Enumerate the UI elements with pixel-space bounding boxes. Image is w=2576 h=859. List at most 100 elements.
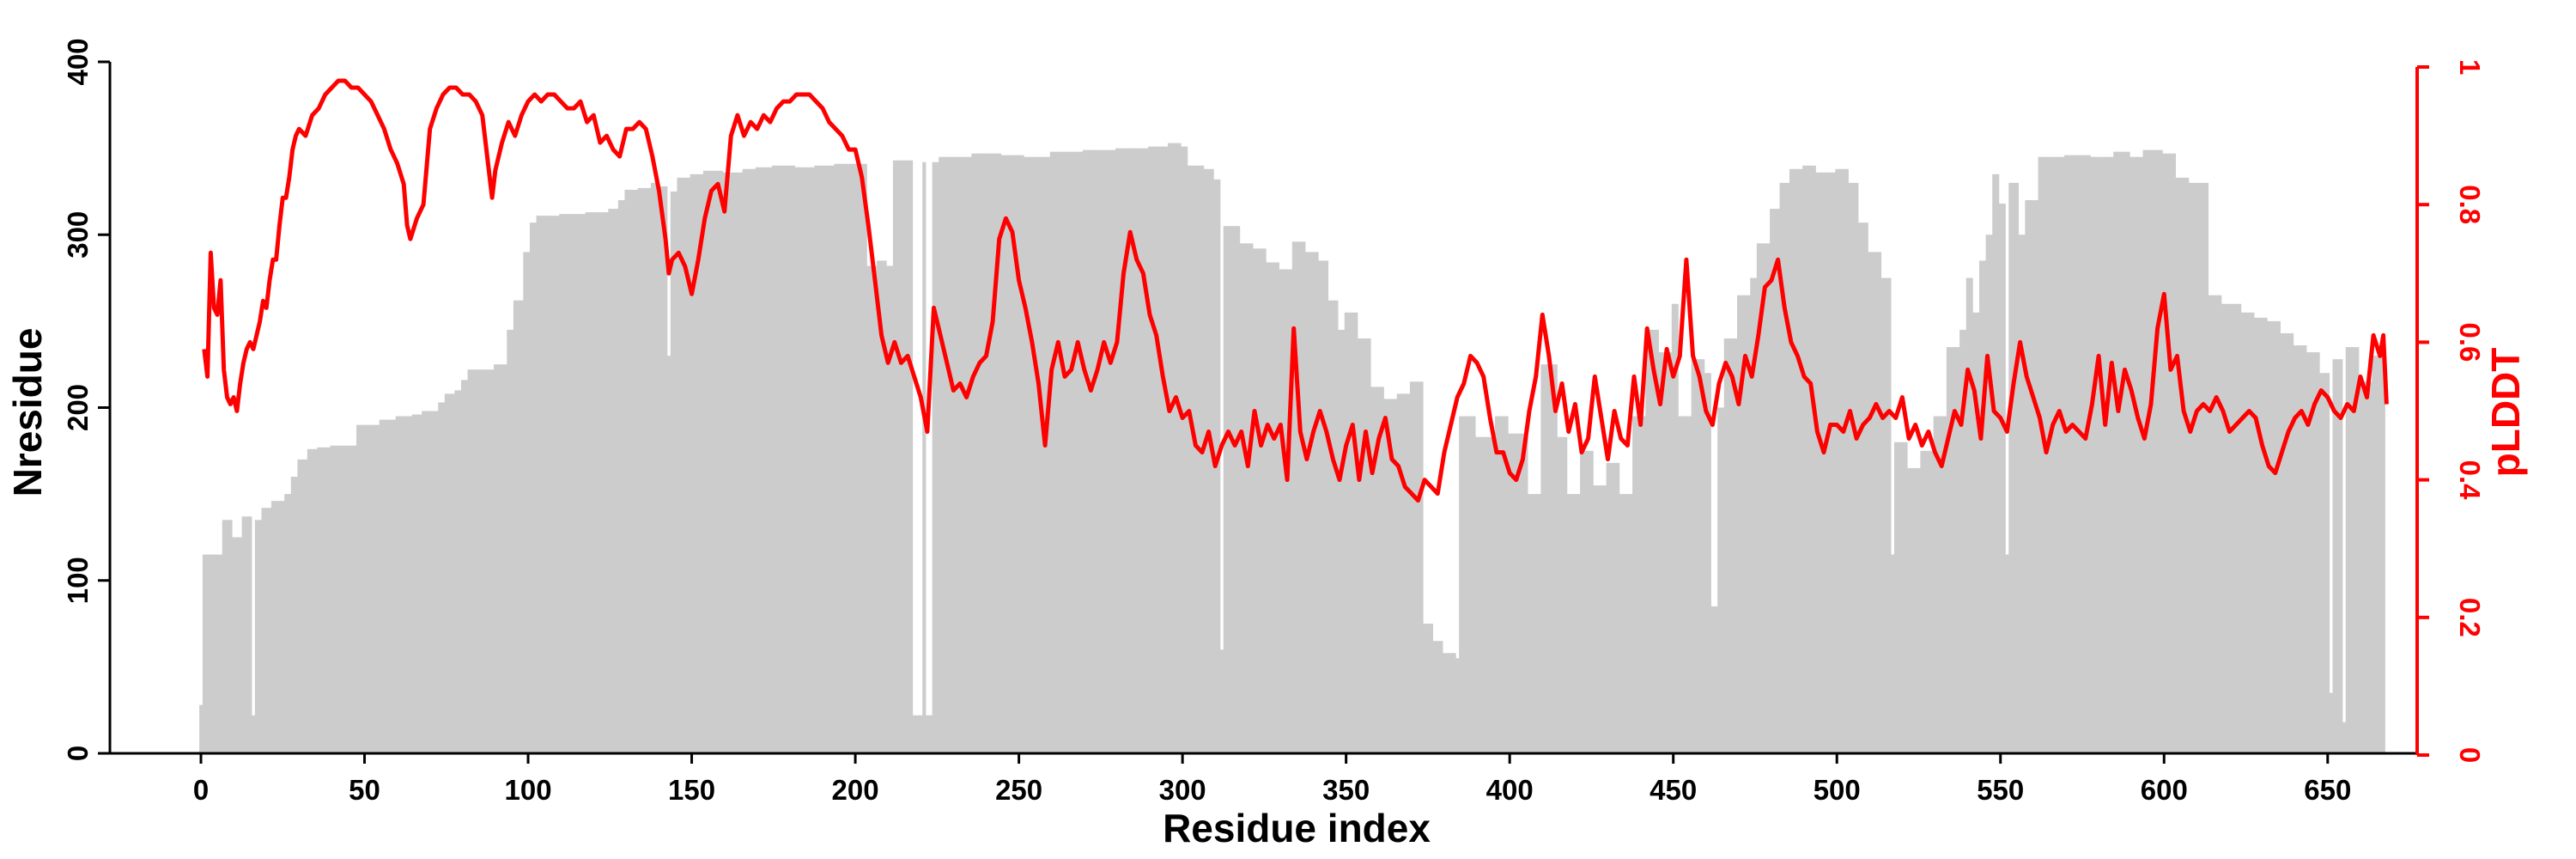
bar: [1040, 156, 1044, 753]
bar: [2133, 156, 2137, 753]
bar: [202, 554, 207, 753]
bar: [1530, 494, 1535, 754]
bar: [559, 214, 563, 754]
bar: [1253, 248, 1257, 754]
bar: [1694, 359, 1698, 753]
bar: [932, 161, 936, 754]
bar: [1472, 416, 1476, 753]
bar: [323, 447, 328, 753]
bar: [270, 501, 276, 753]
bar: [1154, 146, 1158, 754]
bar: [1340, 329, 1346, 753]
bar: [1049, 151, 1054, 753]
bar: [2070, 155, 2075, 754]
bar: [480, 369, 484, 753]
bar: [981, 153, 985, 753]
bar: [434, 411, 439, 753]
bar: [592, 212, 596, 754]
bar: [1891, 554, 1895, 753]
bar: [1275, 262, 1279, 753]
bar: [657, 186, 661, 753]
bar: [837, 163, 841, 754]
bar: [2365, 381, 2369, 753]
bar: [268, 508, 272, 753]
bar: [516, 300, 520, 754]
bar: [398, 416, 403, 753]
bar: [1102, 149, 1106, 753]
bar: [1475, 436, 1479, 753]
bar: [994, 153, 999, 753]
bar: [1020, 155, 1024, 754]
bar: [1452, 653, 1456, 753]
bar: [2234, 303, 2239, 753]
bar: [290, 477, 295, 753]
bar: [1929, 450, 1935, 753]
y-tick-label: 400: [62, 38, 94, 85]
bar: [742, 168, 746, 753]
bar: [369, 424, 374, 754]
bar: [752, 168, 756, 753]
bar: [2099, 156, 2105, 753]
bar: [1893, 442, 1899, 753]
bar: [294, 477, 298, 753]
x-tick-label: 300: [1159, 774, 1206, 806]
bar: [873, 265, 878, 754]
bar: [738, 172, 744, 754]
bar: [1949, 347, 1953, 753]
bar: [254, 520, 259, 753]
bar: [471, 369, 475, 753]
bar: [1387, 399, 1391, 753]
bar: [1550, 364, 1555, 753]
bar: [1832, 172, 1836, 754]
bar: [664, 186, 668, 753]
bar: [209, 554, 213, 753]
bar: [2159, 149, 2163, 753]
x-tick-label: 500: [1814, 774, 1861, 806]
bar: [529, 222, 534, 753]
bar: [1089, 149, 1093, 753]
bar: [1400, 393, 1404, 753]
bar: [1259, 248, 1263, 754]
bar: [228, 520, 233, 753]
bar: [2155, 149, 2160, 753]
bar: [1000, 155, 1005, 754]
bar: [2014, 182, 2020, 754]
bar: [2182, 177, 2186, 754]
bar: [1436, 641, 1440, 753]
bar: [359, 424, 364, 754]
bar: [621, 200, 625, 753]
bar: [2093, 156, 2098, 753]
bar: [1262, 248, 1267, 754]
bar: [2303, 345, 2307, 753]
bar: [1125, 148, 1129, 754]
bar: [945, 156, 950, 753]
bar: [1302, 241, 1306, 753]
bar: [2048, 156, 2052, 753]
bar: [1069, 151, 1073, 753]
bar: [1720, 407, 1725, 753]
bar: [1285, 269, 1290, 753]
bar: [2025, 200, 2029, 753]
bar: [1943, 416, 1947, 753]
bar: [1053, 151, 1057, 753]
bar: [1524, 433, 1528, 753]
bar: [248, 516, 252, 753]
x-tick-label: 50: [349, 774, 380, 806]
bar: [1161, 146, 1165, 754]
bar: [1249, 243, 1254, 753]
bar: [1544, 364, 1548, 753]
bar: [1593, 485, 1597, 753]
bar: [1164, 146, 1169, 754]
bar: [781, 165, 786, 753]
bar: [546, 216, 550, 754]
bar: [755, 167, 760, 753]
bar: [2021, 235, 2026, 753]
bar: [467, 369, 471, 753]
bar: [749, 168, 753, 753]
bar: [1910, 467, 1915, 753]
bar: [2152, 149, 2157, 753]
bar: [510, 329, 514, 753]
bar: [1376, 387, 1382, 753]
bar: [1380, 387, 1384, 753]
bar: [1710, 606, 1715, 753]
